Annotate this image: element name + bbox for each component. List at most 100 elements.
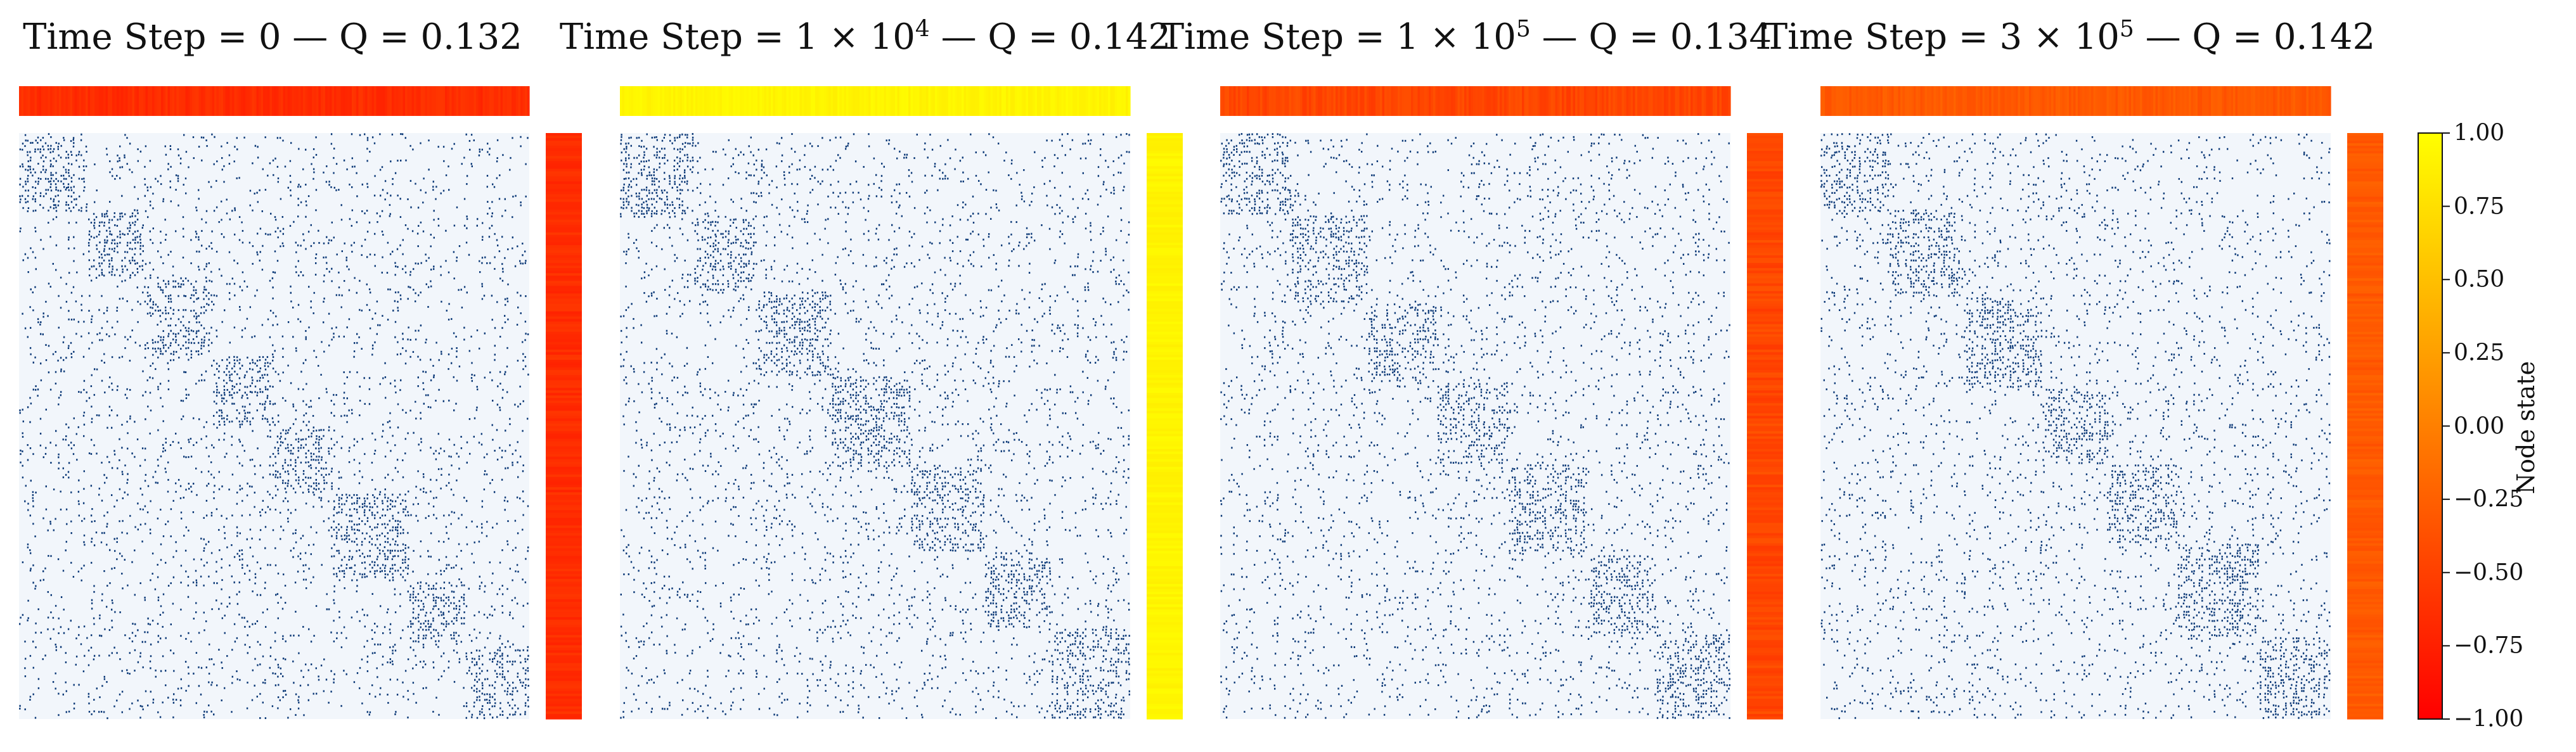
state-stripe — [2248, 86, 2251, 116]
state-stripe — [806, 86, 809, 116]
state-stripe — [1853, 86, 1857, 116]
state-stripe — [314, 86, 317, 116]
state-stripe — [2347, 696, 2383, 699]
state-stripe — [2073, 86, 2077, 116]
state-stripe — [726, 86, 730, 116]
state-stripe — [1147, 466, 1183, 470]
state-stripe — [1147, 563, 1183, 567]
state-stripe — [2000, 86, 2003, 116]
state-stripe — [396, 86, 399, 116]
state-stripe — [467, 86, 470, 116]
state-stripe — [821, 86, 825, 116]
state-stripe — [1306, 86, 1310, 116]
state-stripe — [2096, 86, 2099, 116]
state-stripe — [546, 474, 582, 478]
state-stripe — [2347, 573, 2383, 577]
state-stripe — [1059, 86, 1062, 116]
state-stripe — [1147, 635, 1183, 638]
state-stripe — [456, 86, 459, 116]
state-stripe — [1747, 481, 1783, 485]
state-stripe — [2347, 701, 2383, 704]
panel-title: Time Step = 1 × 105 — Q = 0.134 — [1161, 9, 1772, 66]
state-stripe — [1747, 571, 1783, 575]
state-stripe — [2066, 86, 2070, 116]
state-stripe — [1747, 461, 1783, 465]
state-stripe — [1747, 658, 1783, 661]
state-stripe — [1747, 393, 1783, 396]
state-stripe — [2347, 224, 2383, 228]
state-stripe — [1147, 209, 1183, 213]
state-stripe — [154, 86, 157, 116]
state-stripe — [1747, 390, 1783, 393]
state-stripe — [1747, 502, 1783, 506]
state-stripe — [1340, 86, 1343, 116]
state-stripe — [1747, 428, 1783, 432]
state-stripe — [2347, 373, 2383, 376]
state-stripe — [546, 204, 582, 208]
state-stripe — [1586, 86, 1589, 116]
state-stripe — [1528, 86, 1531, 116]
state-stripe — [2347, 535, 2383, 539]
state-stripe — [1747, 663, 1783, 666]
state-stripe — [722, 86, 725, 116]
state-stripe — [2093, 86, 2096, 116]
state-stripe — [546, 319, 582, 322]
state-stripe — [546, 224, 582, 228]
state-stripe — [1318, 86, 1321, 116]
state-stripe — [2193, 86, 2196, 116]
state-stripe — [2347, 479, 2383, 483]
state-stripe — [19, 86, 22, 116]
state-stripe — [1524, 86, 1527, 116]
state-stripe — [296, 86, 299, 116]
state-stripe — [1914, 86, 1917, 116]
state-stripe — [223, 86, 226, 116]
state-stripe — [1147, 217, 1183, 220]
state-stripe — [1883, 86, 1886, 116]
panel-2 — [620, 86, 1183, 720]
state-stripe — [1747, 265, 1783, 269]
state-stripe — [546, 428, 582, 432]
state-stripe — [546, 281, 582, 284]
state-stripe — [1747, 446, 1783, 450]
state-stripe — [546, 449, 582, 452]
state-stripe — [1747, 336, 1783, 340]
state-stripe — [1293, 86, 1296, 116]
state-stripe — [1389, 86, 1392, 116]
state-stripe — [546, 469, 582, 473]
state-stripe — [305, 86, 308, 116]
state-stripe — [1867, 86, 1870, 116]
state-stripe — [1147, 296, 1183, 300]
state-stripe — [1747, 523, 1783, 526]
state-stripe — [1747, 174, 1783, 177]
state-stripe — [861, 86, 865, 116]
state-stripe — [1147, 446, 1183, 450]
state-stripe — [2347, 670, 2383, 674]
state-stripe — [2347, 418, 2383, 422]
state-stripe — [518, 86, 521, 116]
state-stripe — [32, 86, 35, 116]
state-stripe — [358, 86, 361, 116]
state-stripe — [2246, 86, 2250, 116]
state-stripe — [352, 86, 355, 116]
state-stripe — [119, 86, 122, 116]
state-stripe — [2347, 138, 2383, 141]
state-stripe — [460, 86, 463, 116]
state-stripe — [1747, 589, 1783, 592]
state-stripe — [1147, 655, 1183, 659]
state-stripe — [1147, 364, 1183, 368]
state-stripe — [371, 86, 375, 116]
colorbar-tick-label: 0.00 — [2454, 413, 2505, 439]
state-stripe — [1147, 586, 1183, 590]
state-stripe — [1147, 247, 1183, 251]
state-stripe — [1747, 227, 1783, 231]
state-stripe — [2175, 86, 2179, 116]
state-stripe — [1105, 86, 1109, 116]
state-stripe — [2347, 647, 2383, 651]
state-stripe — [2100, 86, 2103, 116]
state-stripe — [2195, 86, 2198, 116]
state-stripe — [1147, 505, 1183, 508]
state-stripe — [1346, 86, 1349, 116]
state-stripe — [2087, 86, 2090, 116]
state-stripe — [1147, 189, 1183, 193]
state-stripe — [1747, 166, 1783, 169]
